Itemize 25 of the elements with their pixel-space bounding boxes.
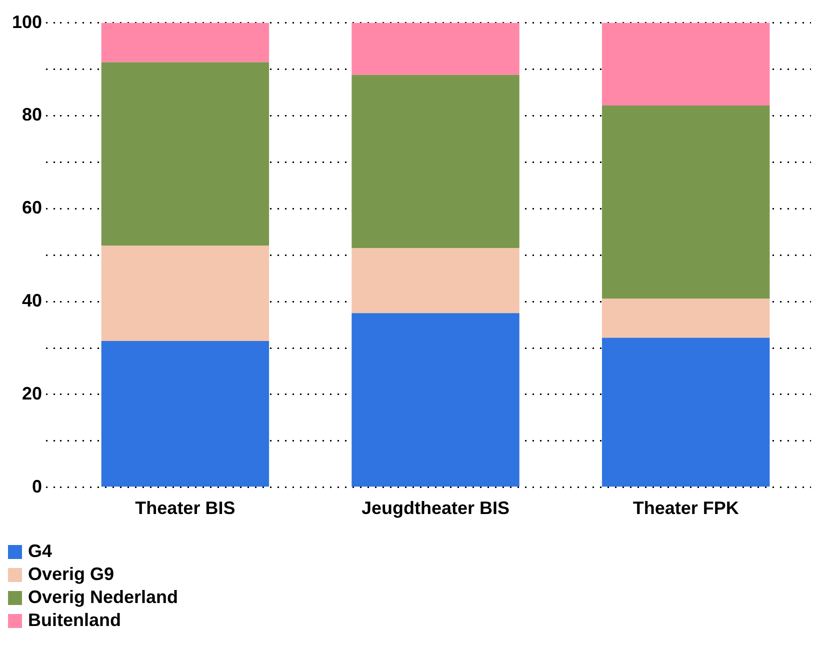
bar <box>602 338 770 487</box>
y-tick-label: 40 <box>22 290 42 311</box>
y-tick-label: 0 <box>32 476 42 496</box>
bar <box>101 22 270 62</box>
bar <box>602 298 770 338</box>
y-tick-label: 100 <box>12 12 42 32</box>
bar <box>352 22 520 75</box>
legend-label: Overig Nederland <box>28 587 178 608</box>
bar <box>352 313 520 487</box>
bar <box>101 341 270 487</box>
y-tick-label: 80 <box>22 104 42 125</box>
bar <box>352 74 520 248</box>
y-tick-label: 20 <box>22 383 42 404</box>
x-tick-label: Theater FPK <box>632 498 739 518</box>
legend-label: Buitenland <box>28 610 121 631</box>
x-tick-label: Theater BIS <box>135 498 236 518</box>
x-tick-label: Jeugdtheater BIS <box>361 498 510 518</box>
legend-label: Overig G9 <box>28 564 114 585</box>
bar <box>101 62 270 246</box>
bar <box>602 22 770 106</box>
legend-label: G4 <box>28 541 52 562</box>
bar <box>602 106 770 299</box>
bar <box>352 248 520 314</box>
y-tick-label: 60 <box>22 198 42 218</box>
bar <box>101 246 270 342</box>
